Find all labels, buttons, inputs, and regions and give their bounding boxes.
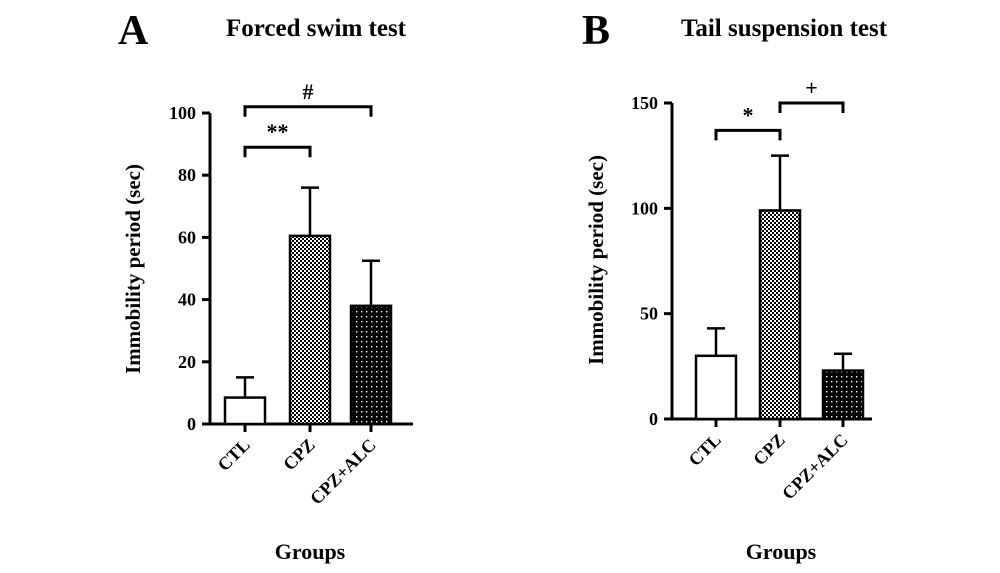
panel-b-category-label: CPZ+ALC xyxy=(778,430,852,504)
panel-b-significance-label: + xyxy=(805,75,818,100)
panel-b-y-tick-label: 50 xyxy=(640,304,658,324)
panel-a-letter: A xyxy=(118,8,149,54)
panel-b-category-label: CPZ xyxy=(749,430,789,470)
panel-b-y-tick-label: 150 xyxy=(631,93,658,113)
panel-a-bar xyxy=(288,234,332,426)
panel-b-y-axis-label: Immobility period (sec) xyxy=(584,155,608,365)
panel-a-category-label: CTL xyxy=(214,435,254,475)
panel-b-bar xyxy=(821,369,865,421)
panel-a-title: Forced swim test xyxy=(226,15,407,42)
panel-a-y-tick-label: 60 xyxy=(178,227,196,247)
panel-a-bar xyxy=(223,396,267,426)
panel-b-bar xyxy=(694,354,738,421)
panel-b-x-axis-label: Groups xyxy=(746,539,817,564)
panel-a-y-axis-label: Immobility period (sec) xyxy=(121,164,145,374)
panel-b: B Tail suspension test Immobility period… xyxy=(582,8,888,564)
panel-b-category-label: CTL xyxy=(685,430,725,470)
panel-b-y-tick-label: 0 xyxy=(649,409,658,429)
panel-a-y-tick-label: 40 xyxy=(178,290,196,310)
panel-a-significance-label: # xyxy=(303,79,314,104)
panel-a-y-tick-label: 0 xyxy=(187,414,196,434)
panel-a-y-tick-label: 80 xyxy=(178,165,196,185)
panel-a-x-axis-label: Groups xyxy=(275,539,346,564)
panel-b-significance-bracket xyxy=(714,128,782,141)
panel-a-category-label: CPZ+ALC xyxy=(306,435,380,509)
panel-a-significance-bracket xyxy=(243,145,312,158)
panel-a-bar xyxy=(349,304,393,426)
panel-a-y-tick-label: 20 xyxy=(178,352,196,372)
panel-b-y-tick-label: 100 xyxy=(631,198,658,218)
panel-b-title: Tail suspension test xyxy=(681,15,888,42)
panel-b-bar xyxy=(758,209,802,421)
panel-b-significance-label: * xyxy=(743,102,754,127)
panel-a-significance-label: ** xyxy=(267,119,289,144)
panel-b-letter: B xyxy=(582,8,610,54)
panel-a-category-label: CPZ xyxy=(279,435,319,475)
panel-a-significance-bracket xyxy=(243,105,373,117)
panel-b-significance-bracket xyxy=(778,101,845,113)
panel-a-y-tick-label: 100 xyxy=(169,103,196,123)
panel-a: A Forced swim test Immobility period (se… xyxy=(118,8,413,564)
